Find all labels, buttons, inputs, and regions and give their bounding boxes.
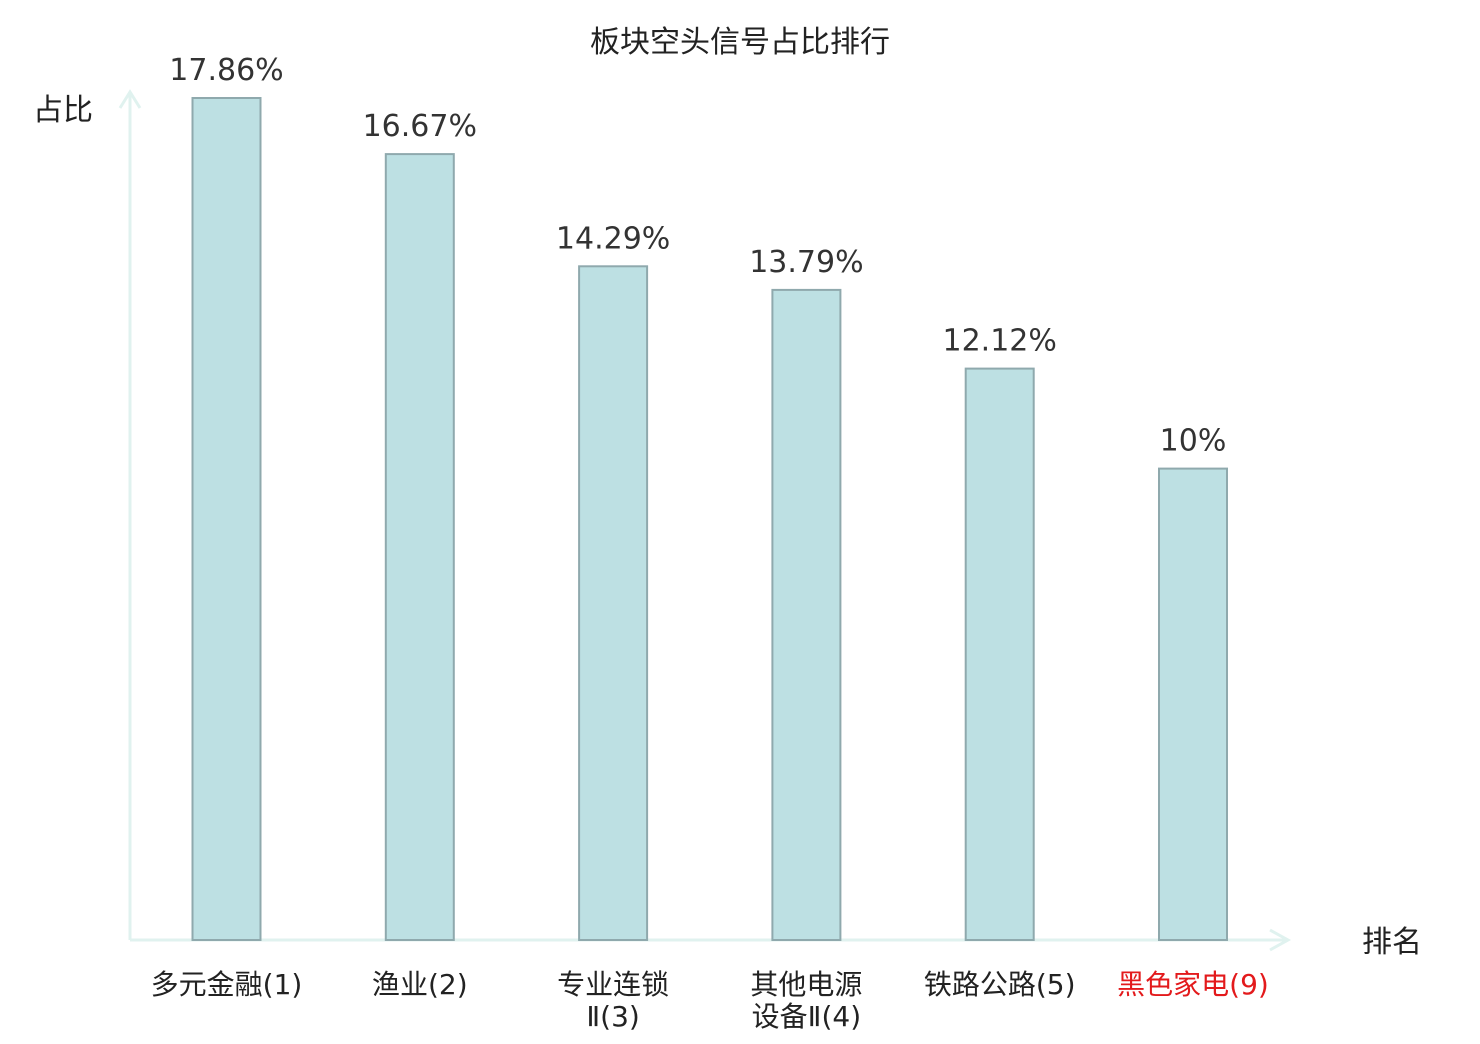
x-tick-label: 渔业(2) <box>372 968 468 1001</box>
bars <box>191 97 1228 942</box>
x-axis-arrow-icon <box>1269 928 1292 952</box>
y-axis-arrow-icon <box>118 89 142 109</box>
bar <box>578 265 649 941</box>
value-labels: 17.86% 16.67% 14.29% 13.79% 12.12% 10% <box>169 53 1226 459</box>
axes <box>118 89 1292 952</box>
data-label: 16.67% <box>363 109 477 144</box>
x-tick-label: 多元金融(1) <box>151 968 303 1001</box>
x-tick-label: 专业连锁 <box>557 968 669 1001</box>
data-label: 17.86% <box>169 53 283 88</box>
y-axis-label: 占比 <box>33 93 93 128</box>
bar <box>964 367 1035 942</box>
data-label: 10% <box>1160 424 1227 459</box>
bar <box>384 153 455 942</box>
data-label: 12.12% <box>943 324 1057 359</box>
chart-title: 板块空头信号占比排行 <box>590 25 890 60</box>
x-tick-label: 其他电源 <box>750 968 862 1001</box>
bar <box>191 97 262 941</box>
data-label: 14.29% <box>556 221 670 256</box>
x-tick-label: 设备Ⅱ(4) <box>752 1000 861 1033</box>
data-label: 13.79% <box>749 245 863 280</box>
bar <box>1158 467 1228 941</box>
bar <box>771 288 842 941</box>
x-tick-label: Ⅱ(3) <box>586 1000 639 1033</box>
x-tick-label: 黑色家电(9) <box>1117 968 1269 1001</box>
x-tick-label: 铁路公路(5) <box>924 968 1076 1001</box>
x-axis-label: 排名 <box>1362 925 1422 960</box>
